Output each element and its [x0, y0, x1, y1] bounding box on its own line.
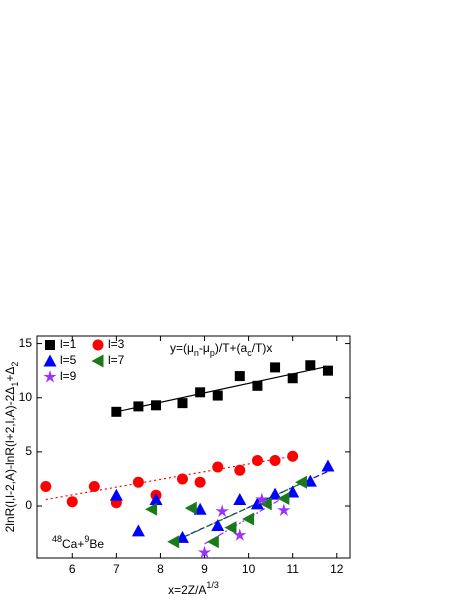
data-point [321, 459, 335, 472]
data-point [287, 373, 298, 384]
x-axis-label-part: x=2Z/A [168, 583, 206, 597]
data-point [40, 481, 52, 493]
legend-label: l=7 [108, 353, 125, 367]
reaction-label-part: 9 [84, 534, 89, 544]
data-point [88, 481, 100, 493]
annotation-part: p [210, 348, 215, 358]
data-point [145, 502, 158, 516]
annotation-part: n [194, 348, 199, 358]
x-tick-label: 12 [330, 562, 344, 576]
legend-label: l=3 [108, 337, 125, 351]
annotation-part: y=(μ [170, 341, 194, 355]
x-tick-label: 8 [157, 562, 164, 576]
data-point [233, 528, 247, 541]
x-tick-label: 9 [201, 562, 208, 576]
legend-marker [43, 370, 57, 383]
data-point [149, 493, 163, 506]
y-axis-label: 2lnR(l,l-2,A)-lnR(l+2,l,A)-2Δ1+Δ2 [3, 362, 20, 533]
data-point [132, 476, 144, 488]
data-point [206, 535, 219, 549]
data-point [133, 401, 144, 412]
legend-marker [91, 354, 104, 368]
data-point [322, 365, 333, 376]
data-point [177, 398, 188, 409]
data-point [212, 390, 223, 401]
data-point [175, 530, 189, 543]
fit-line [45, 455, 293, 501]
data-point [277, 503, 291, 517]
data-point [193, 502, 207, 515]
legend-label: l=5 [60, 353, 77, 367]
y-tick-label: 10 [19, 390, 33, 404]
data-point [269, 455, 281, 467]
data-point [259, 497, 272, 511]
y-tick-label: 15 [19, 336, 33, 350]
y-axis-label-part: 2lnR(l,l-2,A)-lnR(l+2,l,A)-2Δ [3, 387, 17, 533]
data-point [194, 476, 206, 488]
reaction-label-part: Ca+ [62, 537, 84, 551]
reaction-label: 48Ca+9Be [52, 534, 104, 551]
legend-label: l=1 [60, 337, 77, 351]
data-point [111, 406, 122, 417]
y-axis-label-part: 2 [10, 362, 20, 367]
annotation-part: c [247, 348, 252, 358]
annotation: y=(μn-μp)/T+(ac/T)x [170, 341, 272, 358]
annotation-part: )/T+(a [215, 341, 248, 355]
y-axis-label-part: +Δ [3, 367, 17, 382]
plot-frame [36, 335, 351, 559]
data-point [268, 487, 282, 500]
data-point [167, 535, 180, 549]
y-axis-label-part: 1 [10, 382, 20, 387]
data-point [195, 387, 206, 398]
data-point [184, 501, 197, 515]
data-point [242, 512, 255, 526]
fit-line [116, 365, 329, 413]
data-point [211, 519, 225, 532]
y-tick-label: 0 [25, 498, 32, 512]
data-point [255, 492, 269, 506]
x-tick-label: 7 [113, 562, 120, 576]
data-point [295, 475, 308, 489]
data-point [287, 450, 299, 462]
reaction-label-part: Be [89, 537, 104, 551]
data-point [233, 493, 247, 506]
y-tick-label: 5 [25, 444, 32, 458]
data-point [251, 455, 263, 467]
data-point [250, 497, 264, 510]
data-point [286, 485, 300, 498]
data-point [197, 545, 212, 559]
data-point [66, 496, 78, 508]
data-point [131, 524, 145, 537]
reaction-label-part: 48 [52, 534, 62, 544]
x-axis-label: x=2Z/A1/3 [168, 580, 219, 597]
x-axis-label-part: 1/3 [206, 580, 219, 590]
data-point [176, 473, 188, 485]
data-point [303, 474, 317, 487]
data-point [215, 504, 229, 518]
x-tick-label: 11 [286, 562, 299, 576]
data-point [234, 371, 245, 382]
annotation-part: -μ [199, 341, 210, 355]
data-point [277, 491, 290, 505]
annotation-part: /T)x [252, 341, 273, 355]
legend-marker [43, 354, 57, 367]
data-point [212, 461, 224, 473]
legend-marker [92, 339, 104, 351]
data-point [234, 464, 246, 476]
x-tick-label: 10 [242, 562, 256, 576]
data-point [109, 488, 123, 501]
x-tick-label: 6 [69, 562, 76, 576]
data-point [305, 360, 316, 371]
fit-line [173, 482, 302, 543]
data-point [270, 362, 281, 373]
legend-marker [45, 340, 55, 350]
data-point [252, 380, 263, 391]
data-point [151, 400, 162, 411]
legend-label: l=9 [60, 369, 77, 383]
data-point [224, 521, 237, 535]
